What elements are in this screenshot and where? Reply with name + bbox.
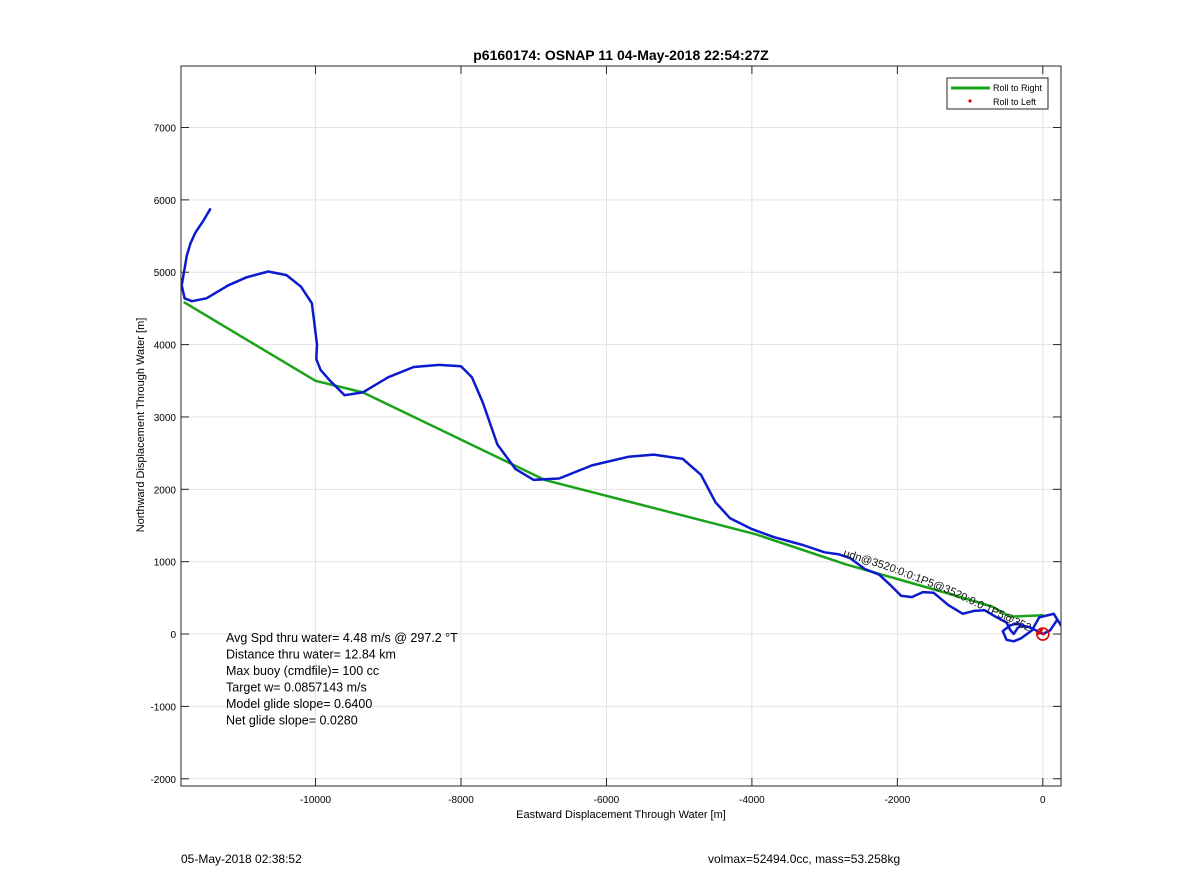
y-tick-label: 6000 — [154, 196, 177, 207]
stats-line: Model glide slope= 0.6400 — [226, 697, 372, 711]
legend-roll-left-swatch — [968, 99, 972, 103]
x-tick-label: -2000 — [885, 795, 911, 806]
x-tick-label: 0 — [1040, 795, 1046, 806]
plot-area: udn@3520:0:0:1P5@3520:0:0:1P5@3520:0:0:1… — [181, 66, 1061, 643]
stats-line: Distance thru water= 12.84 km — [226, 648, 396, 662]
footer-date: 05-May-2018 02:38:52 — [181, 852, 302, 866]
track-annotation-label: udn@3520:0:0:1P5@3520:0:0:1P5@3520:0:0:1… — [181, 66, 1033, 634]
track-annotation-textpath: udn@3520:0:0:1P5@3520:0:0:1P5@3520:0:0:1… — [181, 66, 1033, 634]
x-tick-label: -6000 — [594, 795, 620, 806]
stats-line: Max buoy (cmdfile)= 100 cc — [226, 664, 379, 678]
y-axis-label: Northward Displacement Through Water [m] — [135, 318, 147, 533]
roll-left-point — [1042, 632, 1046, 636]
y-tick-label: 1000 — [154, 558, 177, 569]
stats-line: Target w= 0.0857143 m/s — [226, 681, 367, 695]
axis-ticks: -10000 -8000 -6000 -4000 -2000 0-2000-1000010… — [150, 66, 1061, 806]
footer-info: volmax=52494.0cc, mass=53.258kg — [708, 852, 901, 866]
x-tick-label: -4000 — [739, 795, 765, 806]
y-tick-label: 2000 — [154, 485, 177, 496]
y-tick-label: -2000 — [150, 775, 176, 786]
end-position-marker — [1036, 627, 1050, 641]
legend-roll-left-label: Roll to Left — [993, 97, 1037, 107]
y-tick-label: 5000 — [154, 268, 177, 279]
y-tick-label: 3000 — [154, 413, 177, 424]
y-tick-label: 0 — [170, 630, 176, 641]
legend-box — [946, 77, 1049, 110]
roll-right-series-line — [183, 301, 1045, 618]
x-tick-label: -8000 — [448, 795, 474, 806]
stats-block: Avg Spd thru water= 4.48 m/s @ 297.2 °T D… — [226, 631, 458, 728]
y-tick-label: 4000 — [154, 341, 177, 352]
axes-frame — [180, 65, 1062, 787]
x-tick-label: -10000 — [300, 795, 332, 806]
grid-lines — [181, 66, 1061, 786]
x-axis-label: Eastward Displacement Through Water [m] — [516, 809, 726, 821]
chart-title: p6160174: OSNAP 11 04-May-2018 22:54:27Z — [473, 47, 769, 63]
y-tick-label: -1000 — [150, 702, 176, 713]
legend: Roll to Right Roll to Left — [946, 77, 1049, 110]
stats-line: Avg Spd thru water= 4.48 m/s @ 297.2 °T — [226, 631, 458, 645]
stats-line: Net glide slope= 0.0280 — [226, 714, 358, 728]
y-tick-label: 7000 — [154, 124, 177, 135]
legend-roll-right-label: Roll to Right — [993, 83, 1043, 93]
